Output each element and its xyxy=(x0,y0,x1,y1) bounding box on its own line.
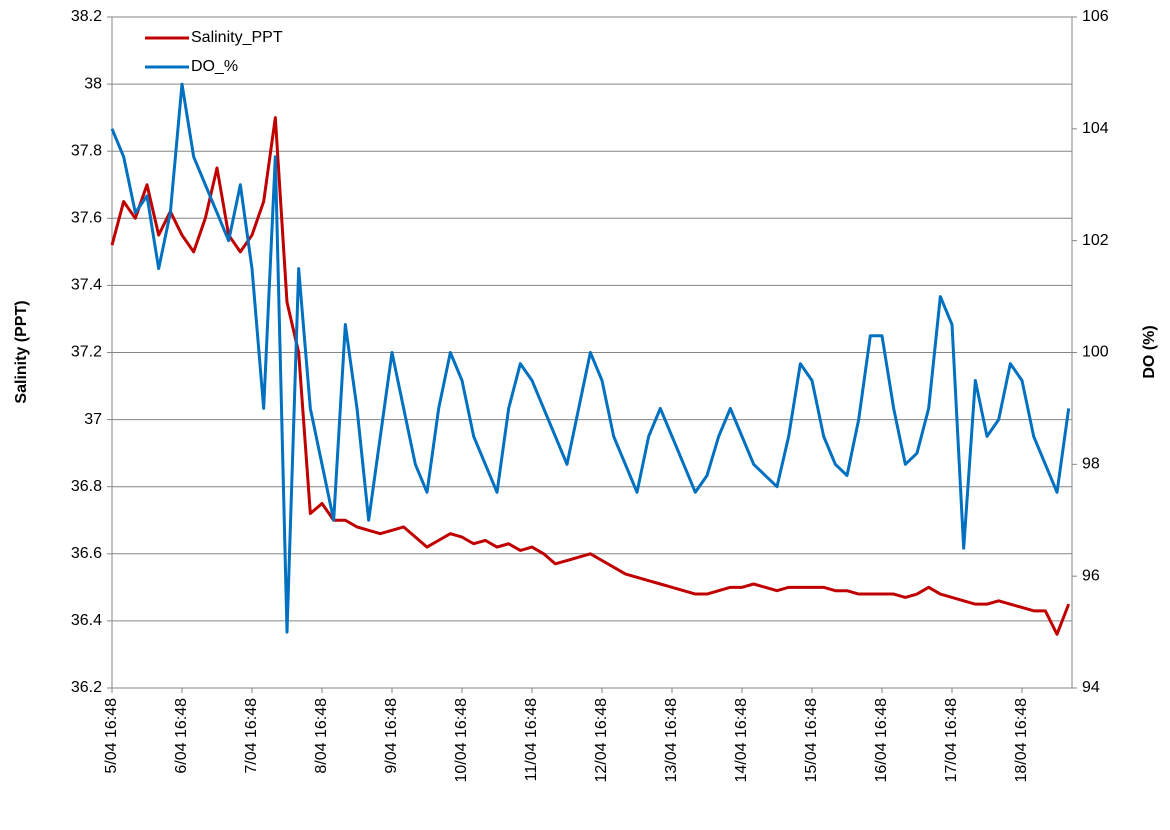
legend-label: DO_% xyxy=(191,58,238,75)
x-tick-label: 13/04 16:48 xyxy=(663,698,680,783)
y-axis-title: Salinity (PPT) xyxy=(13,300,30,403)
y2-axis-title: DO (%) xyxy=(1141,325,1158,378)
y2-tick-label: 106 xyxy=(1082,8,1109,25)
x-tick-label: 18/04 16:48 xyxy=(1013,698,1030,783)
y-tick-label: 36.2 xyxy=(71,679,102,696)
x-tick-label: 8/04 16:48 xyxy=(313,698,330,774)
x-tick-label: 14/04 16:48 xyxy=(733,698,750,783)
y-tick-label: 38 xyxy=(84,75,102,92)
x-tick-label: 12/04 16:48 xyxy=(593,698,610,783)
y-tick-label: 36.4 xyxy=(71,612,102,629)
y2-tick-label: 104 xyxy=(1082,120,1109,137)
x-tick-label: 15/04 16:48 xyxy=(803,698,820,783)
y-tick-label: 37.2 xyxy=(71,344,102,361)
y-tick-label: 36.6 xyxy=(71,545,102,562)
y-tick-label: 37 xyxy=(84,411,102,428)
y-tick-label: 36.8 xyxy=(71,478,102,495)
series-line xyxy=(110,82,1071,634)
legend-label: Salinity_PPT xyxy=(191,29,283,46)
y2-tick-label: 100 xyxy=(1082,344,1109,361)
x-tick-label: 10/04 16:48 xyxy=(453,698,470,783)
x-tick-label: 16/04 16:48 xyxy=(873,698,890,783)
y-tick-label: 38.2 xyxy=(71,8,102,25)
y2-tick-label: 102 xyxy=(1082,232,1109,249)
x-tick-label: 7/04 16:48 xyxy=(243,698,260,774)
y2-tick-label: 98 xyxy=(1082,456,1100,473)
y2-tick-label: 94 xyxy=(1082,679,1100,696)
x-tick-label: 5/04 16:48 xyxy=(103,698,120,774)
x-tick-label: 6/04 16:48 xyxy=(173,698,190,774)
x-tick-label: 17/04 16:48 xyxy=(943,698,960,783)
x-tick-label: 11/04 16:48 xyxy=(523,698,540,781)
y-tick-label: 37.6 xyxy=(71,210,102,227)
y2-tick-label: 96 xyxy=(1082,567,1100,584)
y-tick-label: 37.8 xyxy=(71,142,102,159)
y-tick-label: 37.4 xyxy=(71,277,102,294)
x-tick-label: 9/04 16:48 xyxy=(383,698,400,774)
series-line xyxy=(110,116,1071,636)
